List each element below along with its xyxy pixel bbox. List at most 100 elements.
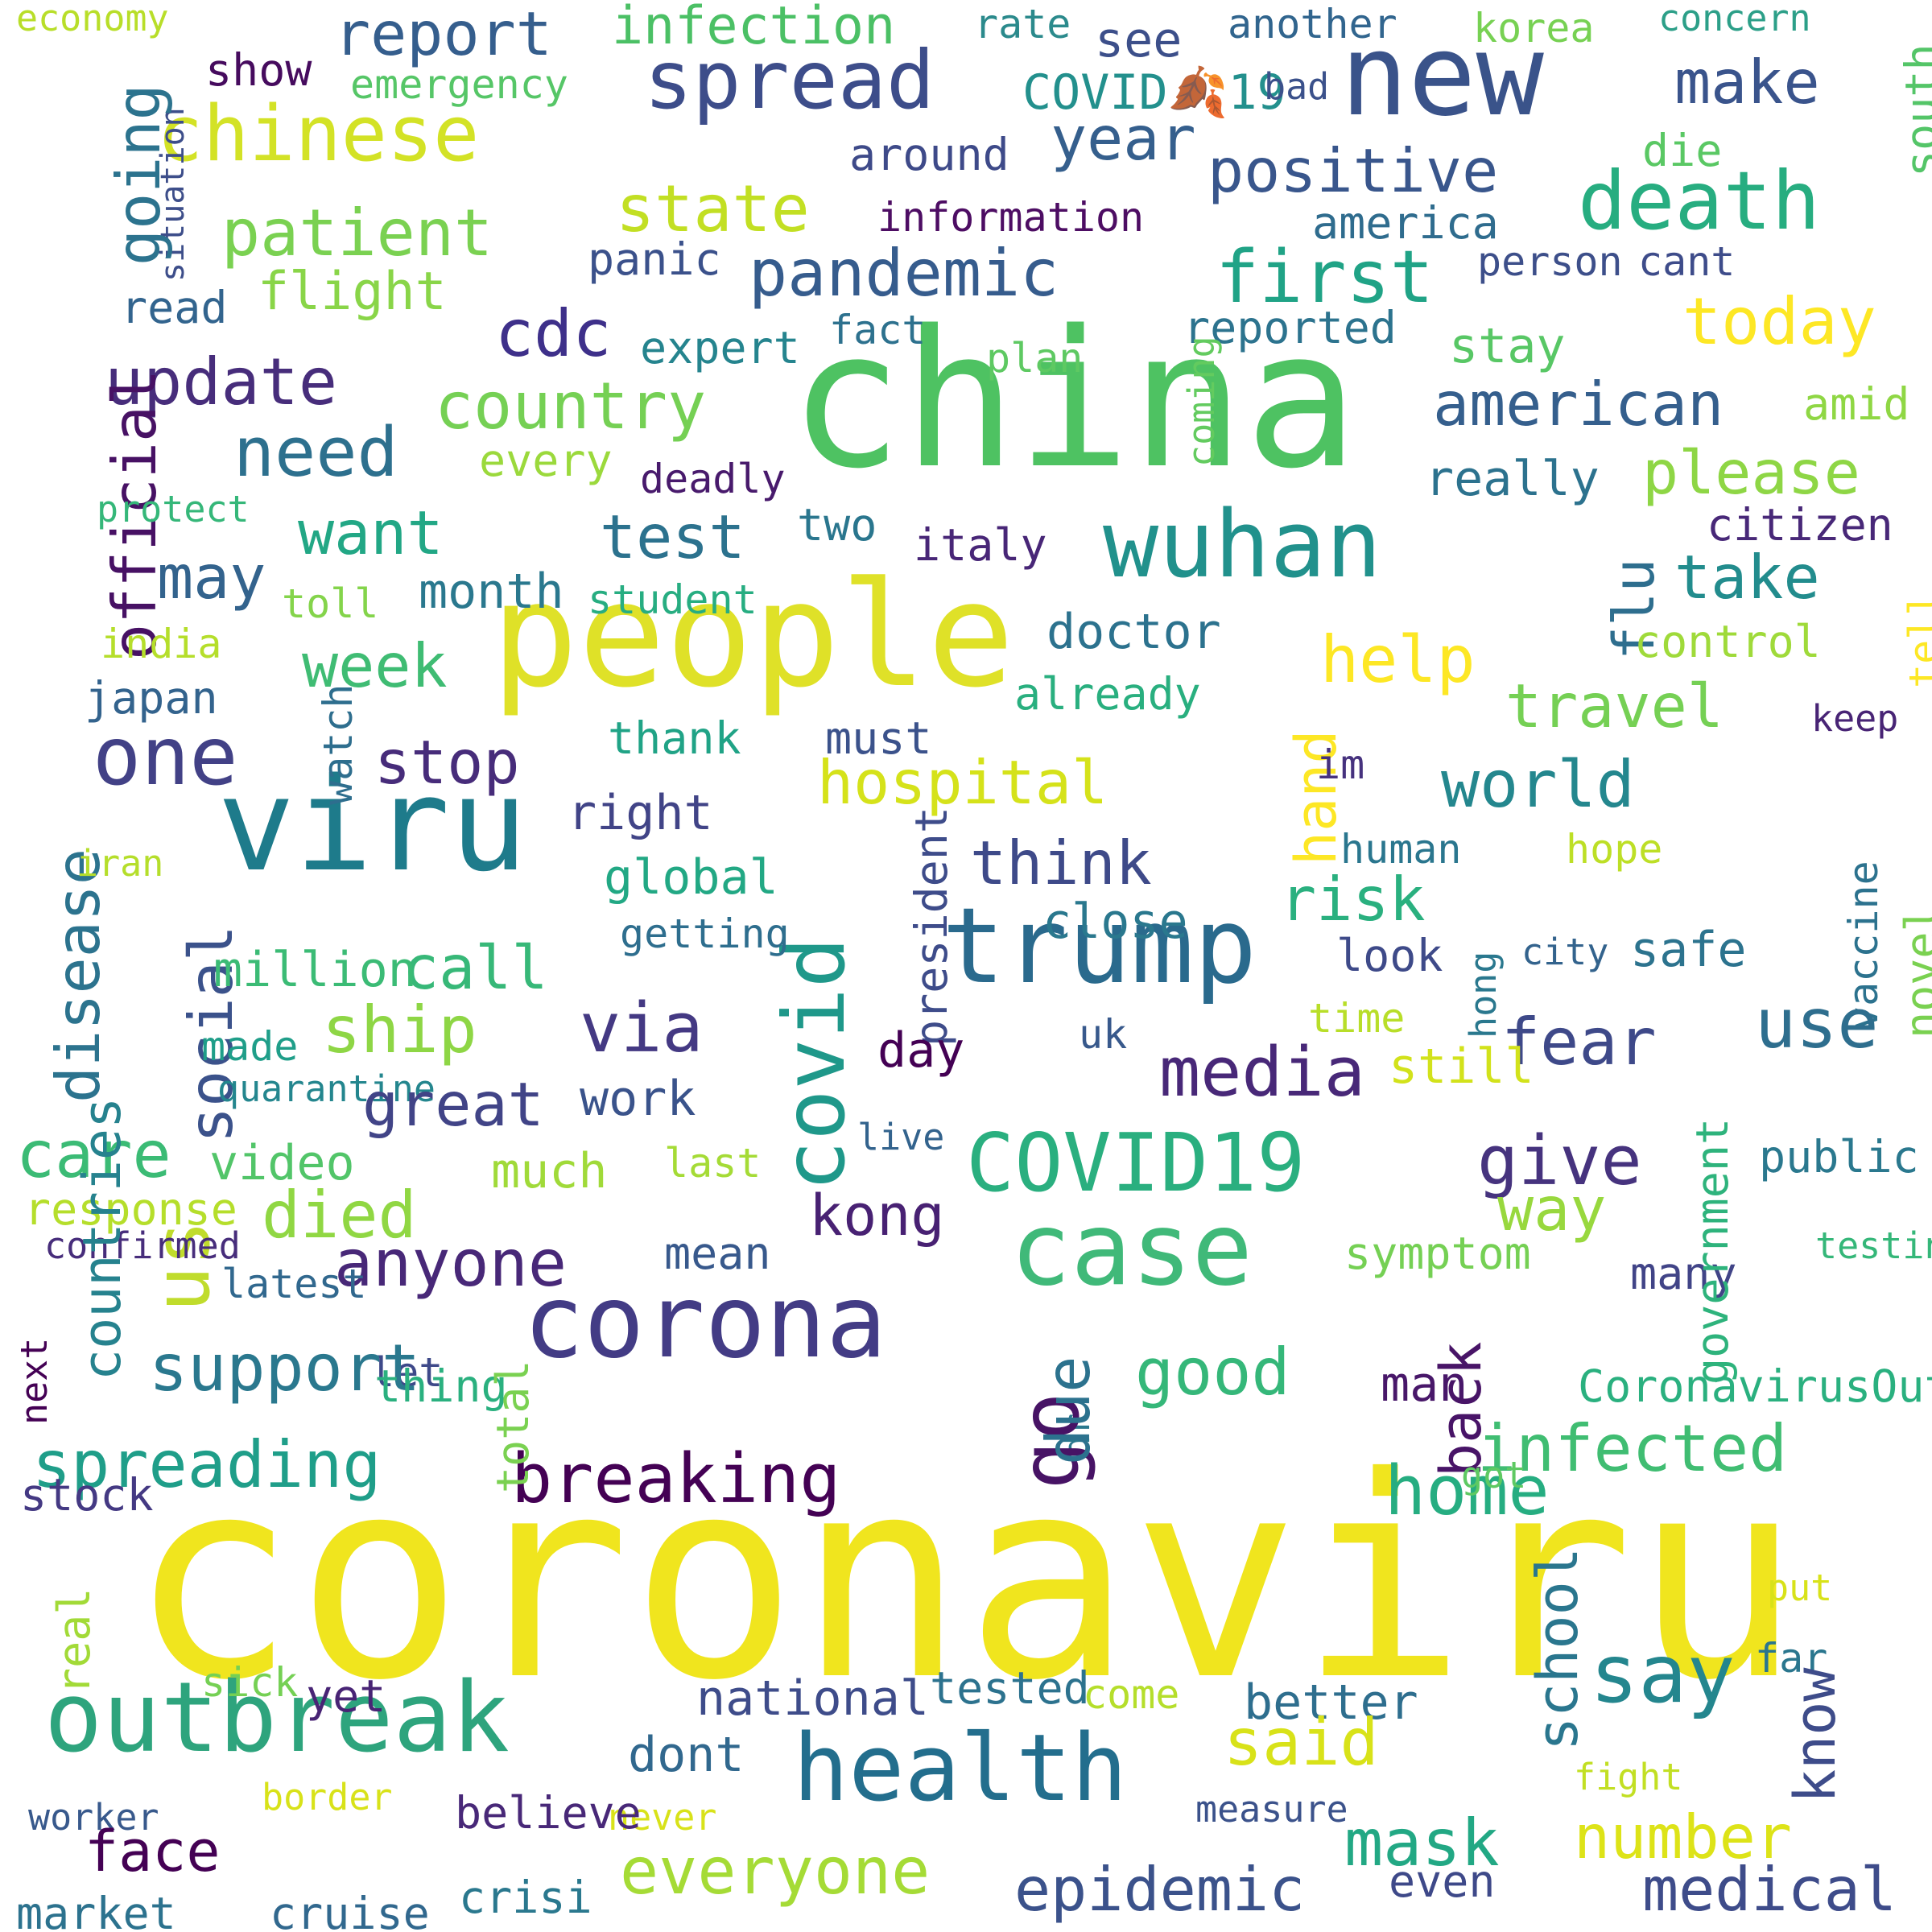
cloud-word: india (101, 621, 222, 667)
cloud-word: work (580, 1071, 696, 1127)
cloud-word: know (1782, 1667, 1848, 1803)
cloud-word: one (93, 709, 238, 803)
cloud-word: media (1159, 1033, 1365, 1113)
cloud-word: million (213, 942, 417, 998)
cloud-word: see (1095, 12, 1183, 68)
cloud-word: let (370, 1349, 444, 1396)
cloud-word: kong (809, 1183, 945, 1249)
cloud-word: next (13, 1337, 56, 1425)
cloud-word: yet (306, 1670, 386, 1722)
cloud-word: first (1216, 235, 1434, 320)
cloud-word: hong (1462, 951, 1505, 1038)
cloud-word: report (334, 0, 552, 69)
cloud-word: infected (1477, 1411, 1788, 1486)
cloud-word: thing (374, 1360, 508, 1412)
cloud-word: month (419, 564, 564, 620)
cloud-word: wuhan (1103, 491, 1382, 599)
cloud-word: look (1336, 930, 1443, 981)
cloud-word: citizen (1707, 499, 1893, 551)
cloud-word: positive (1208, 135, 1499, 206)
cloud-word: outbreak (44, 1662, 510, 1774)
cloud-word: border (262, 1776, 393, 1818)
cloud-word: another (1228, 1, 1397, 47)
cloud-word: every (479, 435, 613, 486)
cloud-word: thank (608, 712, 741, 764)
cloud-word: world (1441, 747, 1635, 822)
cloud-word: give (1477, 1121, 1642, 1201)
cloud-word: great (362, 1069, 544, 1140)
cloud-word: fact (829, 307, 927, 353)
cloud-word: cant (1638, 238, 1736, 285)
cloud-word: mean (664, 1228, 771, 1279)
cloud-word: china (789, 291, 1359, 510)
cloud-word: medical (1642, 1854, 1897, 1925)
cloud-word: around (849, 129, 1009, 180)
cloud-word: infection (612, 0, 896, 56)
cloud-word: hope (1566, 826, 1663, 873)
cloud-word: due (1033, 1356, 1104, 1465)
cloud-word: japan (85, 672, 218, 724)
cloud-word: response (24, 1183, 237, 1235)
cloud-word: better (1244, 1674, 1418, 1731)
cloud-word: cdc (495, 296, 612, 371)
cloud-word: reported (1183, 302, 1397, 353)
cloud-word: protect (97, 488, 250, 530)
cloud-word: amid (1803, 378, 1910, 430)
cloud-word: tell (1901, 591, 1932, 688)
cloud-word: hospital (817, 747, 1108, 818)
cloud-word: south (1896, 43, 1932, 177)
cloud-word: latest (221, 1261, 367, 1307)
cloud-word: support (149, 1331, 421, 1406)
cloud-word: died (262, 1178, 417, 1253)
cloud-word: even (1389, 1856, 1496, 1907)
cloud-word: stop (374, 727, 520, 798)
cloud-word: symptom (1344, 1228, 1531, 1279)
cloud-word: new (1340, 10, 1544, 142)
cloud-word: care (16, 1117, 171, 1192)
cloud-word: update (105, 345, 337, 419)
cloud-word: disease (43, 848, 114, 1103)
cloud-word: need (233, 413, 398, 493)
cloud-word: real (48, 1587, 100, 1695)
cloud-word: doctor (1046, 604, 1221, 660)
cloud-word: health (793, 1715, 1128, 1823)
cloud-word: korea (1473, 5, 1595, 52)
cloud-word: rate (974, 1, 1071, 47)
cloud-word: person (1477, 238, 1623, 285)
cloud-word: today (1682, 284, 1876, 359)
cloud-word: two (797, 499, 877, 551)
cloud-word: viru (217, 749, 528, 900)
cloud-word: much (491, 1143, 608, 1199)
cloud-word: corona (523, 1264, 887, 1381)
cloud-word: come (1083, 1671, 1180, 1718)
cloud-word: watch (315, 683, 361, 805)
cloud-word: school (1525, 1547, 1591, 1751)
cloud-word: really (1425, 451, 1600, 507)
cloud-word: must (825, 712, 932, 764)
cloud-word: got (1461, 1454, 1527, 1496)
cloud-word: getting (620, 910, 790, 957)
cloud-word: far (1755, 1635, 1828, 1682)
cloud-word: day (877, 1022, 965, 1079)
cloud-word: human (1340, 826, 1462, 873)
cloud-word: year (1051, 103, 1196, 174)
cloud-word: quarantine (217, 1067, 436, 1110)
cloud-word: stay (1449, 318, 1566, 374)
cloud-word: patient (221, 196, 493, 270)
cloud-word: pandemic (749, 236, 1059, 311)
cloud-word: said (1224, 1705, 1379, 1780)
cloud-word: travel (1505, 671, 1724, 741)
cloud-word: economy (16, 0, 169, 39)
cloud-word: expert (640, 322, 800, 374)
cloud-word: national (696, 1670, 929, 1727)
cloud-word: right (568, 785, 713, 841)
cloud-word: home (1385, 1451, 1550, 1531)
cloud-word: call (402, 932, 548, 1003)
cloud-word: make (1674, 47, 1820, 118)
cloud-word: many (1630, 1248, 1737, 1299)
cloud-word: help (1320, 622, 1476, 697)
cloud-word: student (588, 576, 758, 623)
cloud-word: risk (1280, 864, 1426, 935)
cloud-word: safe (1630, 922, 1747, 978)
cloud-word: man (1381, 1356, 1468, 1413)
